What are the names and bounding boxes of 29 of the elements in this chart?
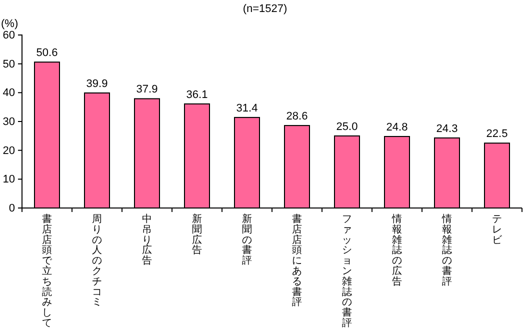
data-label: 24.3 (436, 122, 458, 135)
data-label: 37.9 (136, 84, 158, 96)
y-tick-label: 60 (2, 30, 15, 42)
category-label: 書店店頭で立ち読みして (42, 214, 52, 329)
data-label: 28.6 (286, 110, 308, 123)
x-tick-label: 情報雑誌の広告 (391, 213, 402, 288)
x-tick-label: 新聞広告 (192, 213, 202, 256)
data-label: 50.6 (36, 47, 58, 60)
category-label: 周りの人のクチコミ (92, 214, 102, 308)
y-tick-label: 30 (2, 116, 15, 128)
y-axis-title: (%) (1, 18, 18, 30)
data-label: 39.9 (86, 78, 108, 90)
y-tick-label: 50 (2, 58, 15, 70)
chart-title: (n=1527) (242, 3, 288, 15)
data-label: 36.1 (186, 88, 208, 101)
y-tick-label: 40 (2, 87, 15, 100)
x-tick-label: 中吊り広告 (142, 213, 152, 267)
x-tick-label: 情報雑誌の書評 (441, 213, 452, 288)
data-label: 22.5 (486, 128, 508, 140)
y-tick-label: 10 (2, 174, 15, 186)
data-label: 24.8 (386, 121, 408, 134)
category-label: ファッション雑誌の書評 (342, 214, 352, 329)
x-tick-label: テレビ (492, 214, 503, 246)
data-label: 31.4 (236, 102, 258, 114)
data-label: 25.0 (336, 120, 358, 133)
y-tick-label: 0 (8, 202, 15, 215)
x-tick-label: 新聞の書評 (242, 213, 252, 267)
category-label: 書店店頭にある書評 (292, 214, 302, 308)
y-tick-label: 20 (2, 144, 15, 157)
